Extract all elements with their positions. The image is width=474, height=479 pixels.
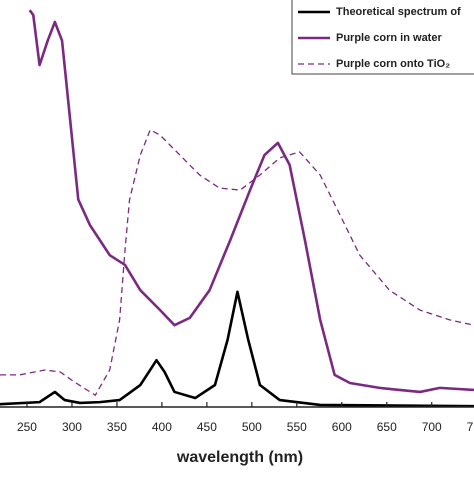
legend: Theoretical spectrum of Purple corn in wa… bbox=[291, 0, 474, 75]
x-tick-label: 500 bbox=[242, 420, 262, 434]
x-axis-title: wavelength (nm) bbox=[176, 449, 303, 466]
series-line bbox=[28, 9, 474, 394]
x-tick-label: 350 bbox=[107, 420, 127, 434]
legend-label: Purple corn in water bbox=[336, 32, 442, 44]
x-tick-label: 550 bbox=[287, 420, 307, 434]
x-tick-label: 600 bbox=[332, 420, 352, 434]
x-tick-label: 300 bbox=[62, 420, 82, 434]
x-tick-label: 400 bbox=[152, 420, 172, 434]
legend-label: Theoretical spectrum of bbox=[336, 6, 461, 18]
series-line bbox=[0, 129, 474, 396]
legend-label: Purple corn onto TiO₂ bbox=[336, 58, 450, 70]
x-tick-label: 750 bbox=[467, 420, 474, 434]
x-tick-label: 250 bbox=[17, 420, 37, 434]
plot-area bbox=[0, 9, 474, 407]
x-ticks: 250 300 350 400 450 500 550 600 650 700 750 bbox=[17, 402, 474, 434]
x-tick-label: 650 bbox=[377, 420, 397, 434]
x-tick-label: 700 bbox=[422, 420, 442, 434]
x-tick-label: 450 bbox=[197, 420, 217, 434]
series-line bbox=[0, 290, 474, 407]
